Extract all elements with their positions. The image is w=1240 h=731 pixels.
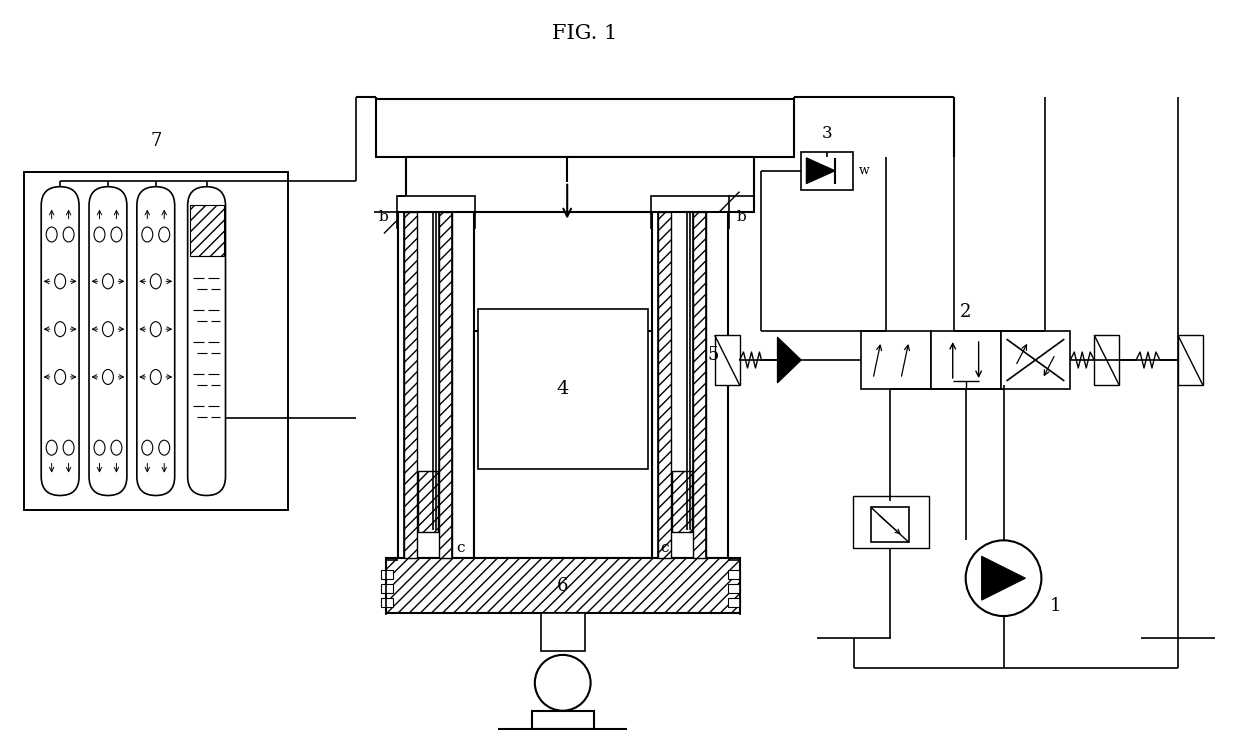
Text: c: c bbox=[661, 541, 670, 556]
Bar bbox=[398, 211, 474, 558]
Ellipse shape bbox=[150, 369, 161, 385]
Bar bbox=[532, 711, 594, 729]
Bar bbox=[801, 152, 853, 189]
Polygon shape bbox=[806, 158, 836, 183]
Bar bbox=[870, 507, 909, 542]
Bar bbox=[672, 471, 692, 532]
Bar bbox=[397, 196, 475, 227]
Bar bbox=[477, 309, 647, 469]
Bar bbox=[728, 598, 739, 607]
Ellipse shape bbox=[103, 369, 113, 385]
Bar bbox=[1001, 331, 1070, 389]
Bar bbox=[190, 205, 223, 257]
Text: 2: 2 bbox=[960, 303, 971, 321]
FancyBboxPatch shape bbox=[187, 186, 226, 496]
Text: w: w bbox=[859, 164, 869, 177]
Bar bbox=[728, 584, 739, 593]
Bar bbox=[541, 613, 584, 651]
Bar bbox=[381, 570, 393, 579]
Bar bbox=[931, 331, 1001, 389]
Text: 1: 1 bbox=[1049, 597, 1061, 615]
Circle shape bbox=[534, 655, 590, 711]
Bar bbox=[853, 496, 929, 548]
Ellipse shape bbox=[110, 227, 122, 242]
Bar bbox=[1178, 335, 1203, 385]
Polygon shape bbox=[777, 337, 801, 383]
Ellipse shape bbox=[46, 227, 57, 242]
Ellipse shape bbox=[63, 440, 74, 455]
Ellipse shape bbox=[159, 227, 170, 242]
Text: c: c bbox=[456, 541, 465, 556]
Bar bbox=[386, 558, 739, 613]
FancyBboxPatch shape bbox=[89, 186, 126, 496]
FancyBboxPatch shape bbox=[136, 186, 175, 496]
Bar bbox=[861, 331, 931, 389]
Bar bbox=[376, 99, 795, 156]
Ellipse shape bbox=[55, 369, 66, 385]
Bar bbox=[474, 331, 652, 558]
Ellipse shape bbox=[150, 274, 161, 289]
Bar bbox=[1094, 335, 1118, 385]
Circle shape bbox=[966, 540, 1042, 616]
Text: FIG. 1: FIG. 1 bbox=[553, 24, 618, 43]
Ellipse shape bbox=[150, 322, 161, 336]
Ellipse shape bbox=[94, 227, 105, 242]
Bar bbox=[651, 196, 729, 227]
Bar bbox=[693, 211, 706, 558]
Ellipse shape bbox=[141, 440, 153, 455]
Bar bbox=[714, 335, 739, 385]
Ellipse shape bbox=[63, 227, 74, 242]
Ellipse shape bbox=[159, 440, 170, 455]
Bar bbox=[25, 172, 288, 510]
Ellipse shape bbox=[141, 227, 153, 242]
Text: b: b bbox=[379, 210, 389, 224]
Bar bbox=[728, 570, 739, 579]
Ellipse shape bbox=[110, 440, 122, 455]
Ellipse shape bbox=[94, 440, 105, 455]
Bar bbox=[404, 211, 417, 558]
Ellipse shape bbox=[103, 322, 113, 336]
Text: b: b bbox=[737, 210, 746, 224]
Bar bbox=[658, 211, 671, 558]
Text: 3: 3 bbox=[822, 125, 832, 142]
Ellipse shape bbox=[46, 440, 57, 455]
Bar bbox=[381, 598, 393, 607]
Bar bbox=[652, 211, 728, 558]
Bar bbox=[405, 156, 754, 211]
Ellipse shape bbox=[103, 274, 113, 289]
Text: 7: 7 bbox=[150, 132, 162, 150]
Bar bbox=[381, 584, 393, 593]
Bar bbox=[439, 211, 451, 558]
Text: 4: 4 bbox=[557, 380, 569, 398]
Ellipse shape bbox=[55, 274, 66, 289]
Bar bbox=[418, 471, 438, 532]
Polygon shape bbox=[982, 556, 1025, 600]
Text: 5: 5 bbox=[708, 346, 719, 364]
Ellipse shape bbox=[55, 322, 66, 336]
FancyBboxPatch shape bbox=[41, 186, 79, 496]
Text: 6: 6 bbox=[557, 577, 568, 594]
